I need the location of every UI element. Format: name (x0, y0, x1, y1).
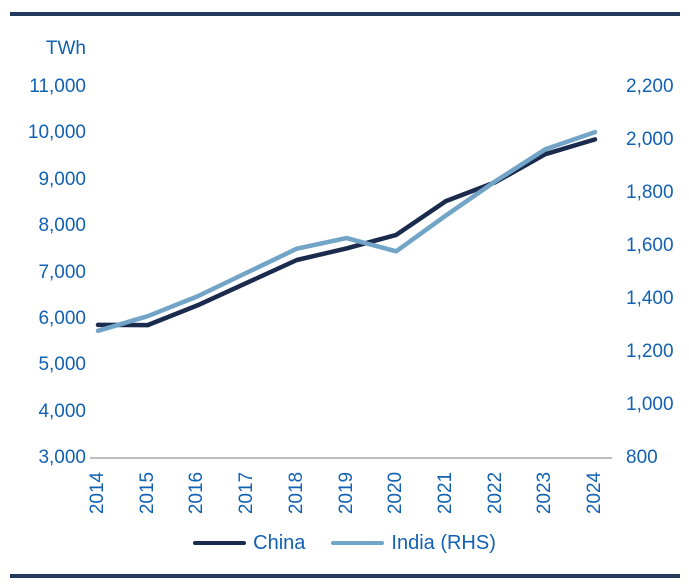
right-axis-tick: 1,200 (626, 341, 674, 362)
top-border-rule (10, 12, 680, 16)
right-axis-tick: 2,200 (626, 76, 674, 97)
right-axis-tick: 2,000 (626, 129, 674, 150)
left-axis-tick: 11,000 (29, 76, 86, 97)
legend-line-swatch (193, 541, 247, 545)
left-axis-tick: 5,000 (38, 354, 86, 376)
bottom-border-rule (10, 574, 680, 578)
right-axis-tick: 1,600 (626, 235, 674, 256)
y-axis-unit-label: TWh (45, 38, 86, 59)
legend-label: India (RHS) (391, 532, 496, 554)
india-series-line (95, 129, 598, 334)
left-axis-tick: 6,000 (38, 307, 86, 329)
legend-line-swatch (331, 541, 385, 545)
legend-item: India (RHS) (331, 530, 496, 556)
left-axis-tick: 3,000 (38, 447, 86, 468)
left-axis-tick: 7,000 (38, 261, 86, 283)
right-axis-tick: 1,400 (626, 288, 674, 309)
legend-label: China (253, 532, 306, 554)
left-axis-tick: 9,000 (38, 168, 86, 190)
left-axis-tick: 10,000 (27, 122, 86, 144)
legend: China India (RHS) (0, 530, 689, 556)
right-axis-tick: 800 (626, 447, 658, 468)
left-axis-tick: 4,000 (38, 400, 86, 422)
right-axis-tick: 1,800 (626, 182, 674, 203)
right-axis-tick: 1,000 (626, 394, 674, 415)
left-axis-tick: 8,000 (38, 215, 86, 237)
legend-item: China (193, 530, 305, 556)
